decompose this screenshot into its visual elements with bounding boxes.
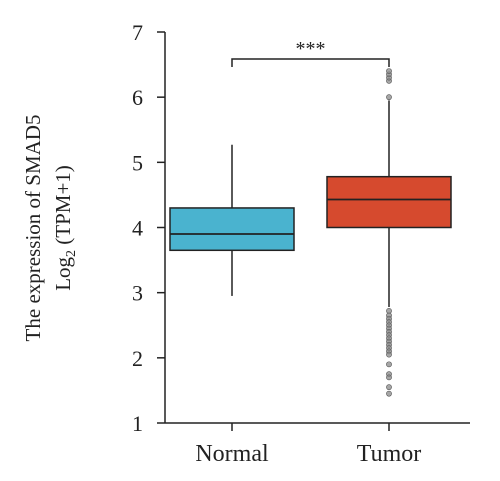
y-tick-label: 5 [132, 150, 143, 175]
box-iqr [326, 175, 452, 229]
significance-label: *** [296, 38, 326, 60]
x-tick-label-normal: Normal [195, 441, 269, 467]
y-tick-label: 6 [132, 85, 143, 110]
bracket-line [231, 58, 390, 67]
y-axis: 1 2 3 4 5 6 7 [132, 20, 166, 436]
outlier-point [386, 94, 392, 101]
y-tick-label: 7 [132, 20, 143, 45]
y-axis-title-log: Log [51, 256, 75, 290]
y-tick-label: 3 [132, 281, 143, 306]
y-axis-title-log-base: 2 [64, 250, 79, 257]
outlier-point [386, 384, 392, 391]
box-tumor [326, 68, 452, 397]
box-iqr [169, 207, 295, 252]
y-tick-label: 2 [132, 346, 143, 371]
outlier-point [386, 361, 392, 368]
y-axis-title-line1: The expression of SMAD5 [21, 115, 45, 342]
y-axis-title: The expression of SMAD5 Log2 (TPM+1) [21, 115, 79, 342]
outlier-point [386, 68, 392, 74]
y-axis-title-line2: Log2 (TPM+1) [51, 165, 79, 291]
outlier-point [386, 374, 392, 381]
outlier-point [386, 351, 392, 358]
y-axis-title-unit: (TPM+1) [51, 165, 75, 250]
x-axis: Normal Tumor [165, 422, 470, 467]
significance-bracket [231, 58, 390, 67]
outlier-point [386, 390, 392, 397]
y-tick-label: 1 [132, 411, 143, 436]
box-normal [169, 144, 295, 296]
box-series [169, 68, 452, 397]
y-tick-label: 4 [132, 216, 143, 241]
x-tick-label-tumor: Tumor [357, 441, 421, 467]
